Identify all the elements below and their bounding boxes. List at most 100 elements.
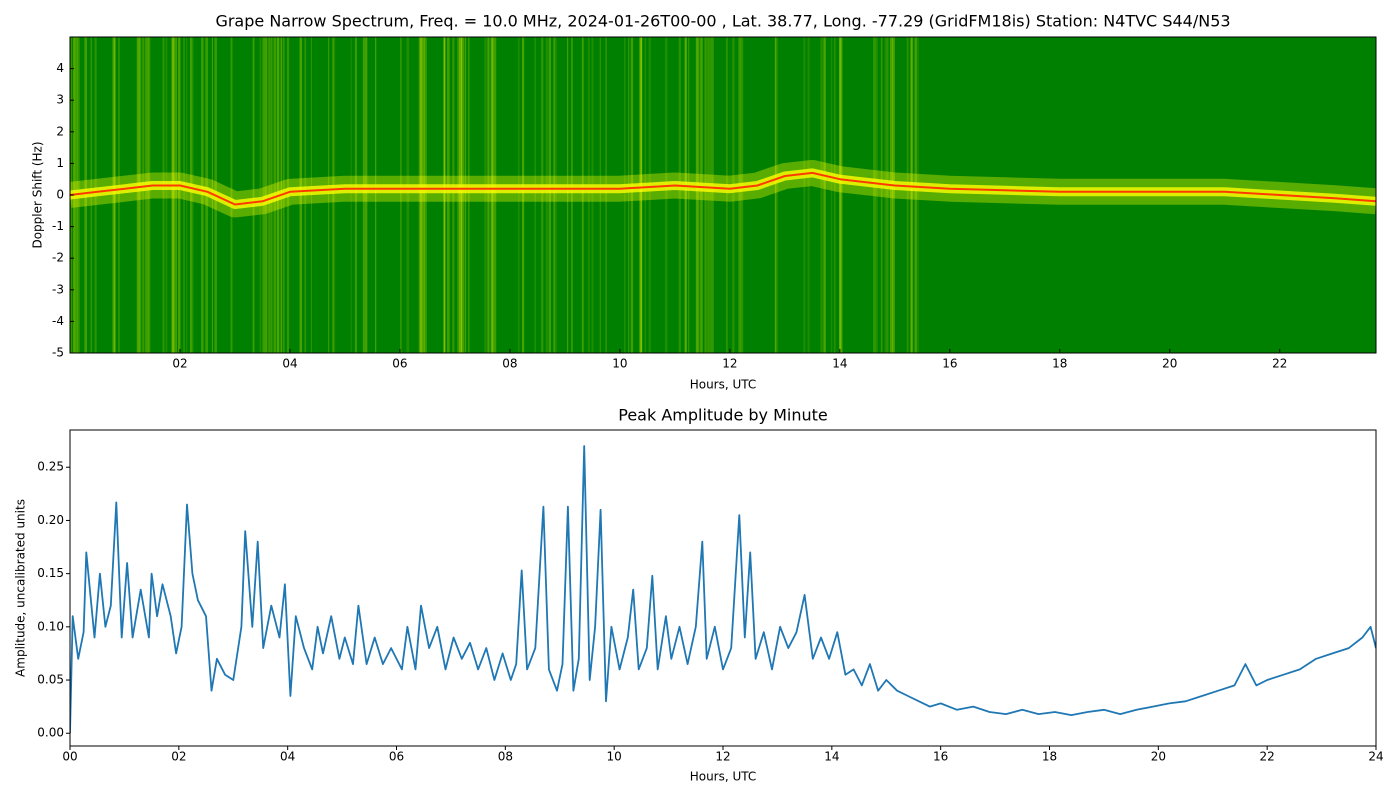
texture xyxy=(259,37,262,353)
texture xyxy=(775,37,778,353)
texture xyxy=(695,37,698,353)
texture xyxy=(631,37,634,353)
x-tick-label: 10 xyxy=(607,750,622,764)
texture xyxy=(820,37,823,353)
texture xyxy=(230,37,233,353)
texture xyxy=(886,37,889,353)
texture xyxy=(906,37,909,353)
texture xyxy=(264,37,266,353)
texture xyxy=(484,37,486,353)
texture xyxy=(824,37,826,353)
texture xyxy=(517,37,520,353)
texture xyxy=(421,37,424,353)
y-tick-label: 3 xyxy=(56,93,64,107)
texture xyxy=(640,37,643,353)
y-tick-label: 2 xyxy=(56,124,64,138)
texture xyxy=(880,37,883,353)
texture xyxy=(839,37,842,353)
texture xyxy=(917,37,919,353)
texture xyxy=(140,37,142,353)
texture xyxy=(910,37,914,353)
texture xyxy=(444,37,446,353)
texture xyxy=(553,37,557,353)
texture xyxy=(464,37,467,353)
y-tick-label: 4 xyxy=(56,61,64,75)
texture xyxy=(697,37,699,353)
x-tick-label: 08 xyxy=(498,750,513,764)
x-tick-label: 22 xyxy=(1272,357,1287,371)
texture xyxy=(192,37,194,353)
y-tick-label: 0.00 xyxy=(37,726,64,740)
texture xyxy=(839,37,842,353)
texture xyxy=(726,37,728,353)
texture xyxy=(628,37,630,353)
y-tick-label: -3 xyxy=(52,282,64,296)
texture xyxy=(684,37,687,353)
texture xyxy=(553,37,555,353)
y-tick-label: 0.20 xyxy=(37,513,64,527)
texture xyxy=(136,37,140,353)
x-tick-label: 18 xyxy=(1042,750,1057,764)
texture xyxy=(113,37,116,353)
x-tick-label: 06 xyxy=(392,357,407,371)
texture xyxy=(460,37,463,353)
line xyxy=(70,445,1376,734)
texture xyxy=(712,37,714,353)
texture xyxy=(142,37,144,353)
texture xyxy=(165,37,168,353)
texture xyxy=(443,37,445,353)
texture xyxy=(422,37,425,353)
texture xyxy=(732,37,735,353)
texture xyxy=(486,37,489,353)
texture xyxy=(457,37,461,353)
x-tick-label: 12 xyxy=(722,357,737,371)
y-tick-label: 0.10 xyxy=(37,619,64,633)
texture xyxy=(548,37,551,353)
texture xyxy=(884,37,887,353)
texture xyxy=(534,37,537,353)
texture xyxy=(640,37,642,353)
texture xyxy=(332,37,336,353)
texture xyxy=(144,37,147,353)
doppler-trace xyxy=(70,171,1376,206)
x-tick-label: 02 xyxy=(172,357,187,371)
y-tick-label: 0.15 xyxy=(37,566,64,580)
texture xyxy=(364,37,368,353)
texture xyxy=(834,37,836,353)
texture xyxy=(145,37,148,353)
texture xyxy=(460,37,464,353)
x-tick-label: 00 xyxy=(62,750,77,764)
texture xyxy=(740,37,744,353)
x-tick-label: 04 xyxy=(280,750,295,764)
y-tick-label: 0.05 xyxy=(37,673,64,687)
texture xyxy=(566,37,569,353)
x-tick-label: 08 xyxy=(502,357,517,371)
texture xyxy=(162,37,165,353)
texture xyxy=(875,37,878,353)
texture xyxy=(489,37,491,353)
texture xyxy=(541,37,544,353)
texture xyxy=(803,37,806,353)
texture xyxy=(807,37,810,353)
texture xyxy=(362,37,365,353)
texture xyxy=(178,37,181,353)
texture xyxy=(424,37,427,353)
y-axis-label: Doppler Shift (Hz) xyxy=(31,141,45,248)
texture xyxy=(139,37,141,353)
texture xyxy=(452,37,455,353)
texture xyxy=(605,37,607,353)
texture xyxy=(375,37,377,353)
texture xyxy=(840,37,843,353)
texture xyxy=(487,37,490,353)
texture xyxy=(459,37,463,353)
texture xyxy=(147,37,150,353)
texture xyxy=(704,37,707,353)
texture xyxy=(830,37,833,353)
texture xyxy=(112,37,116,353)
texture xyxy=(699,37,702,353)
texture xyxy=(581,37,584,353)
texture xyxy=(639,37,643,353)
y-axis-label: Amplitude, uncalibrated units xyxy=(14,499,28,677)
chart-title: Peak Amplitude by Minute xyxy=(618,406,828,425)
texture xyxy=(678,37,681,353)
